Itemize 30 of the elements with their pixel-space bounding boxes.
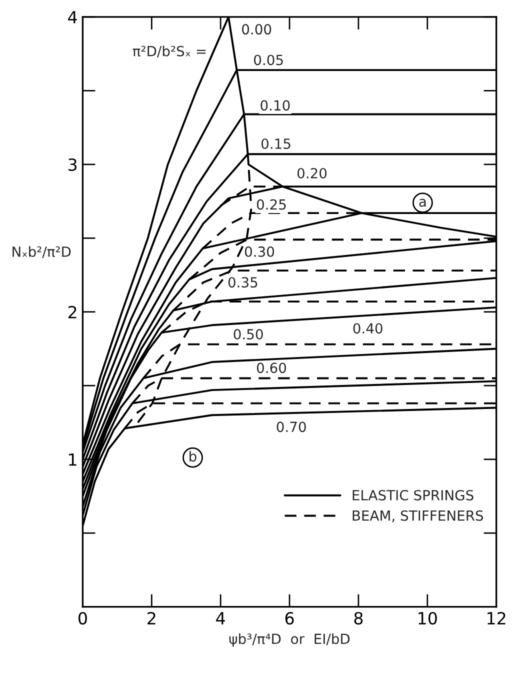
- annotation: 0.20: [297, 168, 327, 178]
- x-tick-label: 12: [488, 612, 506, 624]
- annotation: 0.00: [242, 24, 272, 35]
- x-tick-label: 8: [354, 612, 363, 625]
- annotation: 0.35: [228, 277, 258, 288]
- y-axis-title: Nₓb²/π²D: [12, 246, 71, 258]
- annotation: 0.60: [256, 362, 286, 374]
- annotation: 0.25: [256, 199, 286, 210]
- x-tick-label: 2: [148, 612, 156, 624]
- annotation: π²D/b²Sₓ =: [132, 46, 206, 58]
- x-tick-label: 10: [418, 612, 437, 625]
- legend-label: BEAM, STIFFENERS: [352, 510, 484, 522]
- y-tick-label: 1: [69, 454, 76, 466]
- annotation: 0.15: [261, 138, 290, 149]
- x-axis-title: ψb³/π⁴D or EI/bD: [229, 633, 350, 647]
- annotation: 0.05: [254, 54, 283, 66]
- annotation: 0.10: [260, 100, 290, 111]
- x-tick-label: 6: [285, 612, 294, 625]
- x-tick-label: 4: [216, 612, 225, 624]
- y-tick-label: 4: [68, 11, 77, 24]
- y-tick-label: 2: [68, 306, 76, 318]
- x-tick-label: 0: [78, 612, 87, 625]
- annotation: a: [419, 198, 426, 207]
- legend-label: ELASTIC SPRINGS: [352, 490, 474, 500]
- y-tick-label: 3: [68, 158, 77, 171]
- annotation: 0.50: [234, 329, 263, 340]
- annotation: 0.30: [244, 246, 274, 257]
- annotation: b: [190, 450, 196, 462]
- annotation: 0.70: [276, 422, 306, 432]
- annotation: 0.40: [353, 323, 382, 334]
